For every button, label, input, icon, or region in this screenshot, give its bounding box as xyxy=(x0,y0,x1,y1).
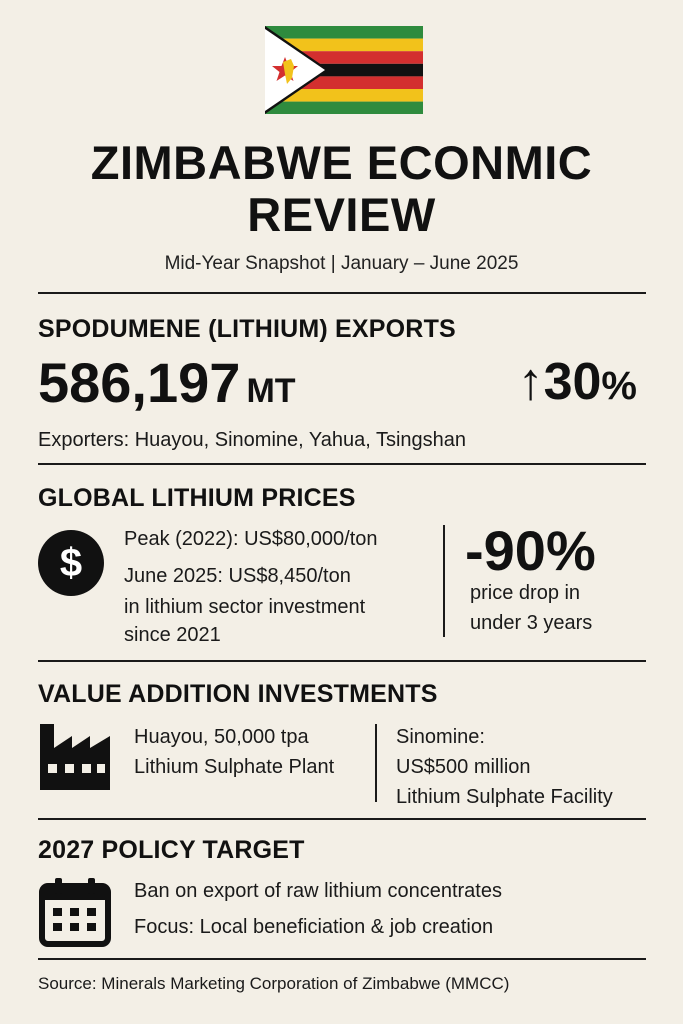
investment-line1: in lithium sector investment xyxy=(124,596,366,618)
divider xyxy=(38,463,646,465)
export-volume: 586,197 MT xyxy=(38,350,296,415)
source-note: Source: Minerals Marketing Corporation o… xyxy=(38,974,510,993)
price-peak: Peak (2022): US$80,000/ton xyxy=(124,528,378,550)
divider xyxy=(38,660,646,662)
divider xyxy=(38,292,646,294)
column-divider xyxy=(375,724,377,802)
policy-line1: Ban on export of raw lithium concentrate… xyxy=(134,880,502,902)
huayou-line2: Lithium Sulphate Plant xyxy=(134,756,335,778)
huayou-line1: Huayou, 50,000 tpa xyxy=(134,726,309,748)
section-heading-exports: SPODUMENE (LITHIUM) EXPORTS xyxy=(38,315,456,343)
export-change: ↑30% xyxy=(518,352,637,412)
divider xyxy=(38,818,646,820)
page-title-line1: ZIMBABWE ECONMIC xyxy=(90,136,593,189)
export-volume-value: 586,197 xyxy=(38,351,241,414)
section-heading-prices: GLOBAL LITHIUM PRICES xyxy=(38,484,356,512)
section-heading-value-addition: VALUE ADDITION INVESTMENTS xyxy=(38,680,438,708)
price-drop-value: -90% xyxy=(465,519,596,582)
dollar-icon: $ xyxy=(38,530,104,596)
export-change-unit: % xyxy=(601,364,637,408)
exporters-list: Exporters: Huayou, Sinomine, Yahua, Tsin… xyxy=(38,429,467,451)
price-current: June 2025: US$8,450/ton xyxy=(124,565,351,587)
column-divider xyxy=(443,525,445,637)
export-volume-unit: MT xyxy=(246,372,296,410)
price-drop-line1: price drop in xyxy=(470,582,581,604)
up-arrow-icon: ↑ xyxy=(517,353,544,411)
page-subtitle: Mid-Year Snapshot | January – June 2025 xyxy=(164,253,519,274)
calendar-icon xyxy=(39,878,111,947)
zimbabwe-flag xyxy=(265,26,423,114)
divider xyxy=(38,958,646,960)
sinomine-line3: Lithium Sulphate Facility xyxy=(396,786,613,808)
investment-line2: since 2021 xyxy=(124,624,221,646)
factory-icon xyxy=(40,724,110,790)
sinomine-line1: Sinomine: xyxy=(396,726,485,748)
section-heading-policy: 2027 POLICY TARGET xyxy=(38,836,305,864)
export-change-value: 30 xyxy=(543,353,602,411)
sinomine-line2: US$500 million xyxy=(396,756,531,778)
policy-line2: Focus: Local beneficiation & job creatio… xyxy=(134,916,494,938)
page-title-line2: REVIEW xyxy=(247,188,436,241)
svg-text:$: $ xyxy=(60,541,82,585)
price-drop-line2: under 3 years xyxy=(470,612,593,634)
